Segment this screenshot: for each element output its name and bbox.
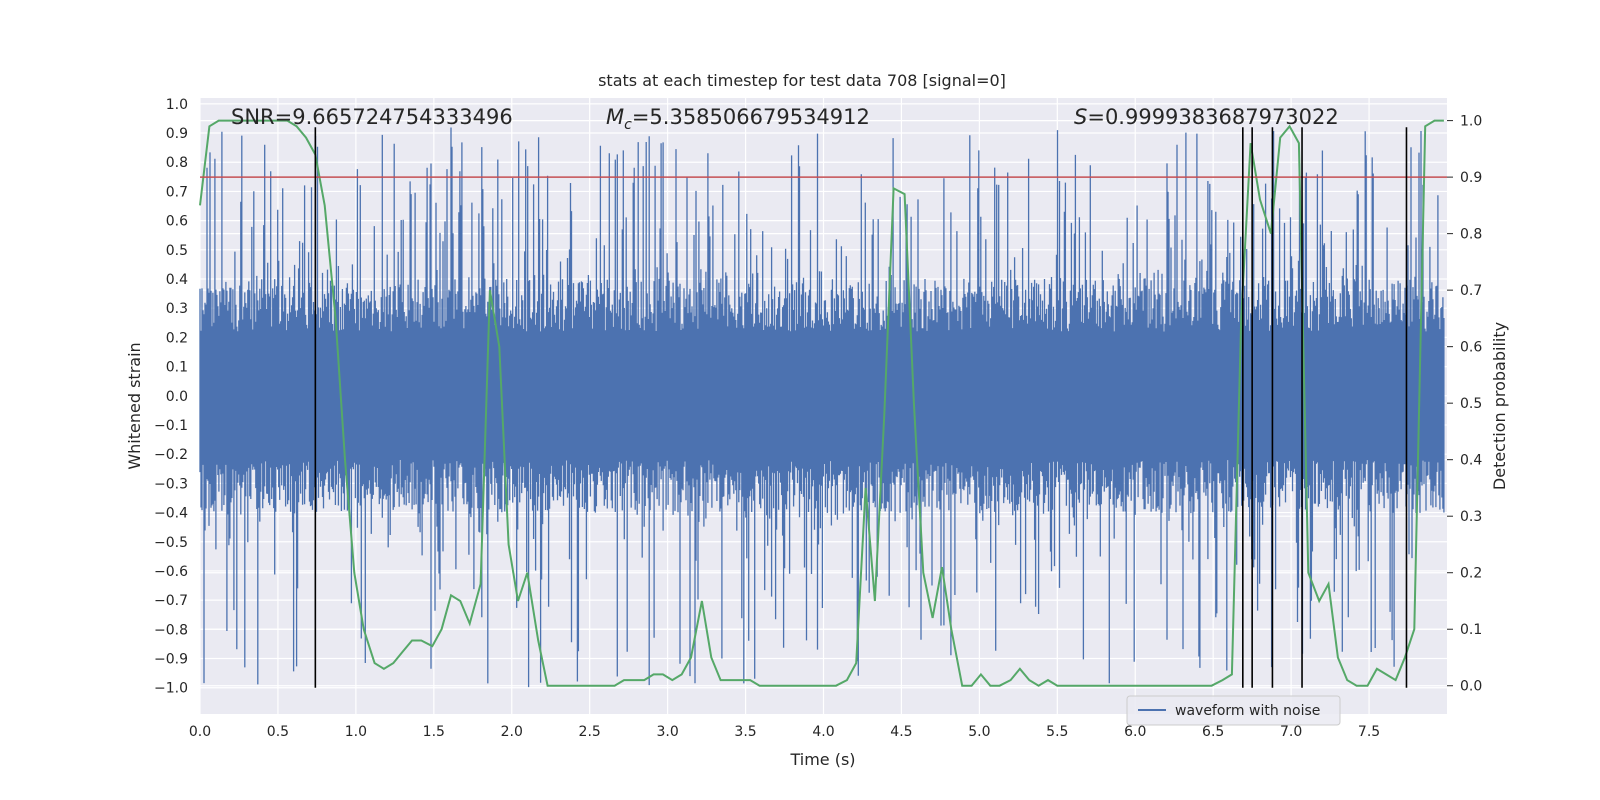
x-tick-labels: 0.0 0.5 1.0 1.5 2.0 2.5 3.0 3.5 4.0 4.5 5.0 5.5 6.0 6… bbox=[189, 724, 1380, 740]
mc-symbol: M bbox=[606, 105, 624, 129]
left-tick-label: 0.6 bbox=[166, 214, 188, 230]
mc-value: =5.358506679534912 bbox=[632, 105, 870, 129]
left-tick-label: 0.7 bbox=[166, 184, 188, 200]
x-tick-label: 5.0 bbox=[968, 724, 990, 740]
x-tick-label: 2.0 bbox=[501, 724, 523, 740]
legend-label: waveform with noise bbox=[1175, 703, 1320, 719]
left-tick-label: 0.1 bbox=[166, 360, 188, 376]
left-tick-label: −0.8 bbox=[154, 622, 188, 638]
left-tick-label: 0.9 bbox=[166, 126, 188, 142]
x-tick-label: 5.5 bbox=[1046, 724, 1068, 740]
legend-box bbox=[1126, 695, 1341, 726]
x-tick-label: 6.5 bbox=[1202, 724, 1224, 740]
right-tick-label: 0.6 bbox=[1460, 340, 1482, 356]
right-tick-label: 0.4 bbox=[1460, 453, 1482, 469]
detection-vlines bbox=[314, 127, 1408, 688]
x-tick-label: 7.5 bbox=[1358, 724, 1380, 740]
left-tick-label: 0.4 bbox=[166, 272, 188, 288]
x-tick-label: 0.0 bbox=[189, 724, 211, 740]
left-tick-label: −0.3 bbox=[154, 476, 188, 492]
left-tick-label: −0.2 bbox=[154, 447, 188, 463]
x-tick-label: 4.5 bbox=[890, 724, 912, 740]
x-axis-label: Time (s) bbox=[789, 750, 855, 769]
right-tick-labels: 1.0 0.9 0.8 0.7 0.6 0.5 0.4 0.3 0.2 0.1 0.0 bbox=[1447, 114, 1482, 695]
left-tick-label: 0.5 bbox=[166, 243, 188, 259]
left-tick-labels: 1.0 0.9 0.8 0.7 0.6 0.5 0.4 0.3 0.2 0.1 0.0 −0.1 −0.… bbox=[154, 97, 188, 697]
left-tick-label: −1.0 bbox=[154, 681, 188, 697]
mc-annotation: Mc=5.358506679534912 bbox=[606, 105, 870, 133]
left-tick-label: −0.9 bbox=[154, 652, 188, 668]
x-tick-label: 7.0 bbox=[1280, 724, 1302, 740]
left-tick-label: 0.3 bbox=[166, 301, 188, 317]
left-tick-label: −0.6 bbox=[154, 564, 188, 580]
waveform-series bbox=[199, 127, 1445, 688]
probability-line bbox=[199, 119, 1444, 687]
left-tick-label: −0.1 bbox=[154, 418, 188, 434]
x-tick-label: 0.5 bbox=[267, 724, 289, 740]
right-tick-label: 0.8 bbox=[1460, 227, 1482, 243]
left-tick-label: 1.0 bbox=[166, 97, 188, 113]
right-tick-label: 0.5 bbox=[1460, 396, 1482, 412]
left-tick-label: −0.7 bbox=[154, 593, 188, 609]
x-tick-label: 3.5 bbox=[734, 724, 756, 740]
left-tick-label: −0.4 bbox=[154, 506, 188, 522]
right-axis-label: Detection probability bbox=[1490, 322, 1509, 490]
left-tick-label: 0.0 bbox=[166, 389, 188, 405]
x-tick-label: 6.0 bbox=[1124, 724, 1146, 740]
right-tick-label: 1.0 bbox=[1460, 114, 1482, 130]
x-tick-label: 3.0 bbox=[656, 724, 678, 740]
right-tick-label: 0.7 bbox=[1460, 283, 1482, 299]
right-tick-label: 0.1 bbox=[1460, 622, 1482, 638]
right-tick-label: 0.2 bbox=[1460, 566, 1482, 582]
mc-subscript: c bbox=[624, 117, 632, 133]
s-symbol: S bbox=[1074, 105, 1087, 129]
legend: waveform with noise bbox=[1126, 695, 1341, 726]
left-axis-label: Whitened strain bbox=[125, 342, 144, 469]
left-tick-label: 0.8 bbox=[166, 155, 188, 171]
waveform-trace bbox=[199, 127, 1445, 688]
left-tick-label: −0.5 bbox=[154, 535, 188, 551]
x-tick-label: 1.0 bbox=[345, 724, 367, 740]
s-annotation: S=0.9999383687973022 bbox=[1074, 105, 1339, 129]
x-tick-label: 2.5 bbox=[579, 724, 601, 740]
x-tick-label: 1.5 bbox=[423, 724, 445, 740]
chart-title: stats at each timestep for test data 708… bbox=[598, 71, 1006, 90]
right-tick-label: 0.9 bbox=[1460, 170, 1482, 186]
right-tick-label: 0.3 bbox=[1460, 509, 1482, 525]
left-tick-label: 0.2 bbox=[166, 330, 188, 346]
s-value: =0.9999383687973022 bbox=[1087, 105, 1338, 129]
snr-annotation: SNR=9.665724754333496 bbox=[231, 105, 513, 129]
x-tick-label: 4.0 bbox=[812, 724, 834, 740]
right-tick-label: 0.0 bbox=[1460, 679, 1482, 695]
